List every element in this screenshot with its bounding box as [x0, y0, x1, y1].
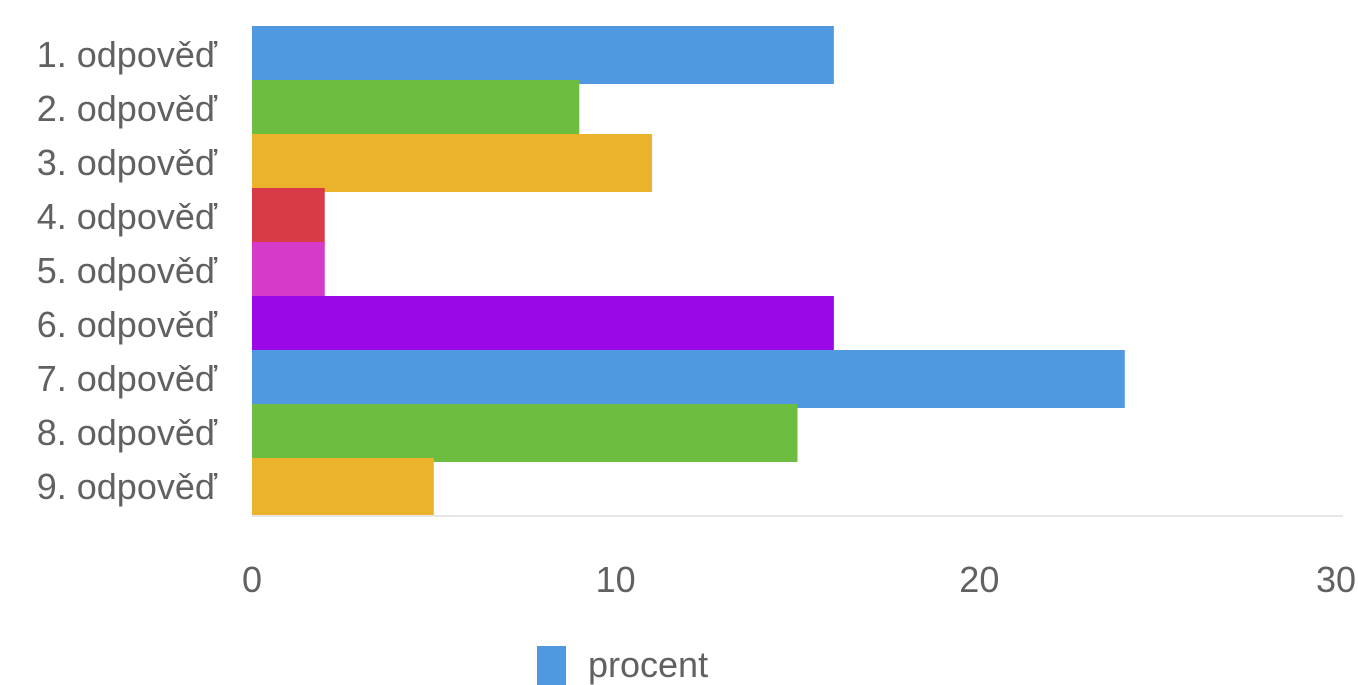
bar-2 — [252, 80, 580, 138]
legend-swatch — [537, 646, 566, 685]
category-label: 9. odpověď — [37, 466, 218, 507]
category-label: 6. odpověď — [37, 304, 218, 345]
category-label: 2. odpověď — [37, 88, 218, 129]
category-label: 8. odpověď — [37, 412, 218, 453]
category-label: 4. odpověď — [37, 196, 218, 237]
bar-9 — [252, 458, 434, 516]
legend-label: procent — [588, 644, 708, 685]
x-tick-label: 20 — [959, 559, 999, 600]
x-tick-label: 30 — [1316, 559, 1356, 600]
bar-8 — [252, 404, 798, 462]
bar-5 — [252, 242, 325, 300]
x-tick-label: 10 — [596, 559, 636, 600]
bar-6 — [252, 296, 834, 354]
category-label: 5. odpověď — [37, 250, 218, 291]
bar-7 — [252, 350, 1125, 408]
category-label: 7. odpověď — [37, 358, 218, 399]
category-label: 1. odpověď — [37, 34, 218, 75]
bar-4 — [252, 188, 325, 246]
bar-3 — [252, 134, 653, 192]
bar-1 — [252, 26, 834, 84]
x-tick-label: 0 — [242, 559, 262, 600]
category-label: 3. odpověď — [37, 142, 218, 183]
